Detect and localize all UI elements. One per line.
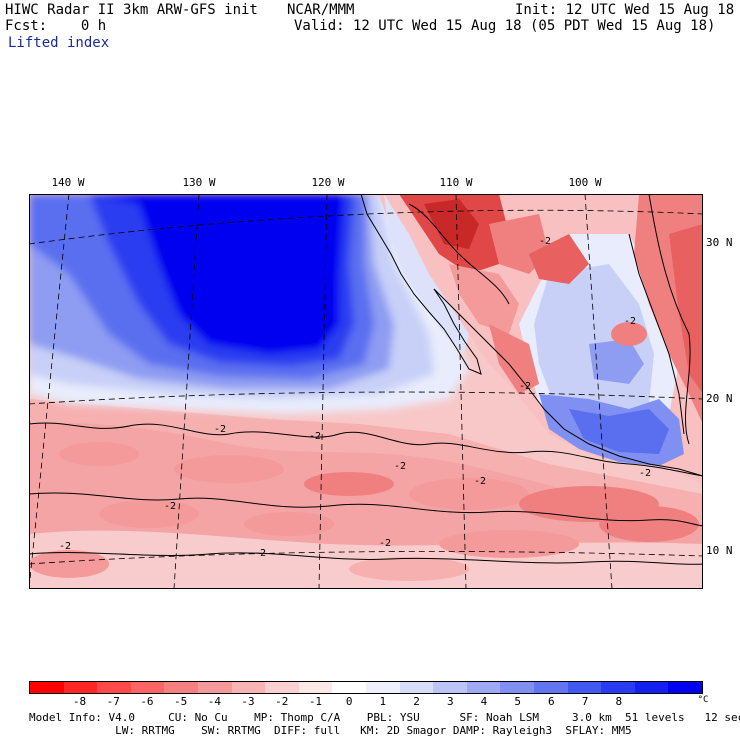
lon-label-100w: 100 W	[568, 176, 602, 189]
lat-label-10n: 10 N	[706, 544, 733, 557]
colorbar-tick-label: -5	[174, 695, 188, 708]
valid-time: Valid: 12 UTC Wed 15 Aug 18 (05 PDT Wed …	[294, 18, 716, 34]
contour-label: -2	[214, 424, 226, 435]
title: HIWC Radar II 3km ARW-GFS init	[5, 2, 258, 18]
colorbar-tick-label: 3	[446, 695, 454, 708]
contour-label: -2	[59, 541, 71, 552]
contour-label: -2	[164, 501, 176, 512]
colorbar-tick-label: -8	[72, 695, 87, 708]
colorbar-swatch	[265, 682, 299, 693]
lat-label-20n: 20 N	[706, 392, 733, 405]
colorbar-swatch	[533, 682, 568, 693]
contour-label: -2	[519, 381, 531, 392]
colorbar-tick-label: -6	[140, 695, 154, 708]
contour-label: -2	[254, 548, 266, 559]
init-time: Init: 12 UTC Wed 15 Aug 18	[515, 2, 735, 18]
colorbar-tick-label: 1	[379, 695, 387, 708]
contour-label: -2	[639, 468, 651, 479]
colorbar-tick-label: 0	[345, 695, 353, 708]
colorbar-swatch	[164, 682, 198, 693]
colorbar-tick-label: -2	[275, 695, 289, 708]
colorbar-swatch	[231, 682, 266, 693]
contour-label: -2	[624, 316, 636, 327]
colorbar-tick-label: -3	[241, 695, 255, 708]
lon-label-140w: 140 W	[51, 176, 85, 189]
colorbar-swatch	[130, 682, 165, 693]
colorbar-tick-label: 2	[413, 695, 420, 708]
colorbar-tick-label: 6	[548, 695, 555, 708]
colorbar-tick-label: 5	[514, 695, 521, 708]
colorbar-swatch	[433, 682, 467, 693]
coastline	[360, 194, 703, 477]
colorbar-swatch	[197, 682, 232, 693]
colorbar-tick-label: -1	[308, 695, 323, 708]
colorbar-swatch	[298, 682, 333, 693]
lifted-index-map: -2 -2 -2 -2 -2 -2 -2 -2 -2 -2 -2 -2	[29, 194, 703, 589]
colorbar-swatch	[466, 682, 501, 693]
contour-lines	[29, 194, 703, 565]
contour-label: -2	[309, 431, 321, 442]
colorbar-tick-label: 7	[581, 695, 589, 708]
contour-label: -2	[394, 461, 406, 472]
colorbar-swatch	[365, 682, 400, 693]
baja-field	[384, 194, 469, 354]
colorbar	[29, 681, 703, 694]
colorbar-swatch	[668, 682, 702, 693]
colorbar-swatch	[567, 682, 602, 693]
colorbar-swatch	[634, 682, 669, 693]
lon-label-130w: 130 W	[182, 176, 216, 189]
contour-label: -2	[379, 538, 391, 549]
contour-label: -2	[539, 236, 551, 247]
colorbar-swatch	[63, 682, 98, 693]
graticule	[29, 194, 703, 589]
lon-label-120w: 120 W	[311, 176, 345, 189]
land-field	[379, 194, 703, 484]
colorbar-swatch	[332, 682, 366, 693]
model-info-line2: LW: RRTMG SW: RRTMG DIFF: full KM: 2D Sm…	[29, 724, 632, 737]
model-info-line1: Model Info: V4.0 CU: No Cu MP: Thomp C/A…	[29, 711, 740, 724]
lon-label-110w: 110 W	[439, 176, 473, 189]
colorbar-tick-label: 8	[615, 695, 623, 708]
agency-label: NCAR/MMM	[287, 2, 355, 18]
colorbar-tick-label: 4	[480, 695, 488, 708]
stable-air-region	[29, 194, 469, 414]
field-name: Lifted index	[8, 35, 110, 51]
unstable-patches	[29, 322, 699, 581]
colorbar-tick-label: -7	[106, 695, 120, 708]
colorbar-swatch	[30, 682, 64, 693]
colorbar-unit: °C	[697, 695, 709, 705]
map-frame	[29, 194, 703, 589]
contour-label: -2	[474, 476, 486, 487]
colorbar-swatch	[399, 682, 434, 693]
colorbar-swatch	[500, 682, 534, 693]
colorbar-tick-label: -4	[207, 695, 221, 708]
contour-labels: -2 -2 -2 -2 -2 -2 -2 -2 -2 -2 -2 -2	[59, 236, 651, 559]
colorbar-swatch	[97, 682, 131, 693]
colorbar-swatch	[601, 682, 635, 693]
lat-label-30n: 30 N	[706, 236, 733, 249]
forecast-hour: Fcst: 0 h	[5, 18, 107, 34]
